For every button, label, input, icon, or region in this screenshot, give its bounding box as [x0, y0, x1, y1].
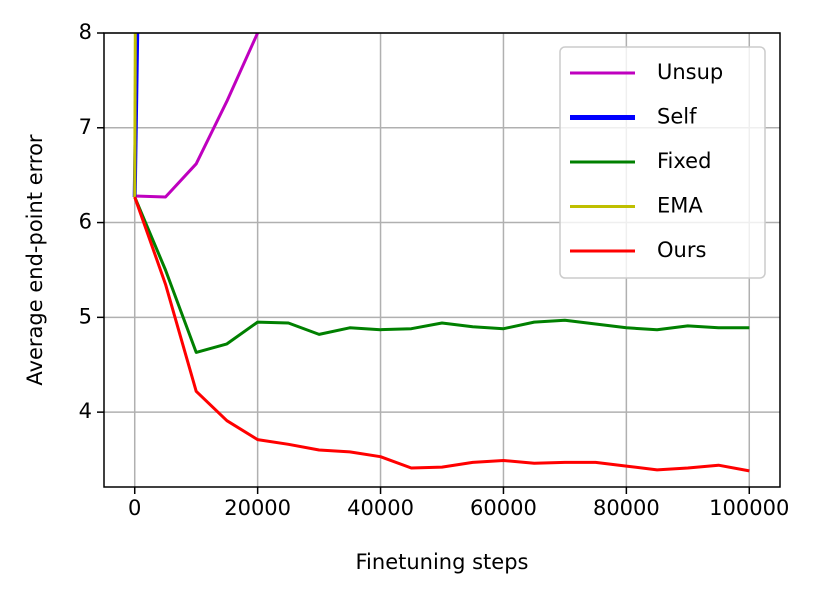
legend-label: Self	[657, 105, 697, 129]
legend-label: Unsup	[657, 60, 723, 84]
y-tick-label: 4	[79, 399, 92, 423]
line-series	[133, 33, 137, 198]
y-tick-label: 7	[79, 115, 92, 139]
y-axis-label: Average end-point error	[23, 134, 47, 385]
line-series	[133, 196, 750, 473]
y-tick-label: 6	[79, 210, 92, 234]
x-tick-label: 80000	[593, 496, 660, 520]
plot-area	[132, 33, 750, 473]
x-tick-label: 20000	[224, 496, 291, 520]
legend-box	[559, 46, 766, 279]
legend-label: Fixed	[657, 149, 711, 173]
legend-label: Ours	[657, 238, 706, 262]
x-tick-label: 0	[128, 496, 141, 520]
x-axis-label: Finetuning steps	[356, 550, 529, 574]
x-tick-label: 40000	[347, 496, 414, 520]
legend-label: EMA	[657, 194, 703, 218]
x-tick-label: 60000	[470, 496, 537, 520]
line-series	[133, 196, 750, 354]
y-tick-label: 5	[79, 304, 92, 328]
y-tick-label: 8	[79, 20, 92, 44]
line-series	[134, 33, 259, 199]
x-tick-label: 100000	[709, 496, 789, 520]
plot-frame	[103, 32, 781, 488]
